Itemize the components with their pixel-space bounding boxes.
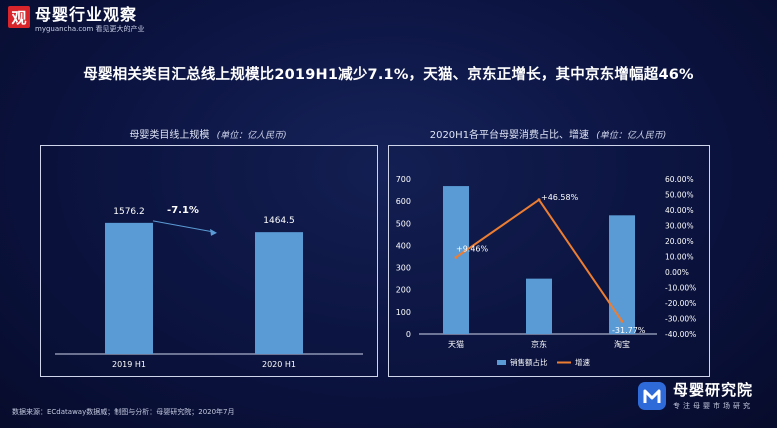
growth-point xyxy=(454,255,458,259)
y-left-tick-label: 0 xyxy=(406,330,411,339)
site-logo: 观 母婴行业观察 myguancha.com 看见更大的产业 xyxy=(8,6,145,34)
data-source-note: 数据来源：ECdataway数据威；制图与分析：母婴研究院；2020年7月 xyxy=(12,408,235,416)
growth-value-label: -31.77% xyxy=(612,326,646,335)
x-tick-label: 2019 H1 xyxy=(112,360,146,369)
right-chart-title-text: 2020H1各平台母婴消费占比、增速 xyxy=(429,130,590,141)
brand-logo: 母婴研究院 专注母婴市场研究 xyxy=(637,381,753,411)
y-right-tick-label: -30.00% xyxy=(665,315,696,324)
legend-bar-label: 销售额占比 xyxy=(510,357,548,367)
left-chart-title: 母婴类目线上规模 (单位：亿人民币) xyxy=(40,126,376,141)
y-right-tick-label: 60.00% xyxy=(665,175,694,184)
y-left-tick-label: 600 xyxy=(396,197,411,206)
y-right-tick-label: 10.00% xyxy=(665,253,694,262)
logo-mark-icon: 观 xyxy=(8,6,30,28)
bar-2019-H1 xyxy=(105,222,153,354)
x-tick-label: 天猫 xyxy=(448,339,464,349)
x-tick-label: 京东 xyxy=(531,339,547,349)
growth-value-label: +9.46% xyxy=(456,244,489,253)
y-left-tick-label: 100 xyxy=(396,308,411,317)
left-chart-panel: 1576.2 2019 H1 1464.5 2020 H1 -7.1% xyxy=(40,145,378,377)
x-tick-label: 淘宝 xyxy=(614,339,630,349)
brand-name: 母婴研究院 xyxy=(673,380,754,399)
x-tick-label: 2020 H1 xyxy=(262,360,296,369)
y-left-tick-label: 500 xyxy=(396,219,411,228)
bar-2020-H1 xyxy=(255,232,303,354)
y-left-tick-label: 200 xyxy=(396,286,411,295)
y-right-tick-label: -10.00% xyxy=(665,284,696,293)
y-right-tick-label: -40.00% xyxy=(665,330,696,339)
logo-tagline: myguancha.com 看见更大的产业 xyxy=(35,25,145,33)
change-arrow-line xyxy=(152,220,214,233)
left-bar-chart: 1576.2 2019 H1 1464.5 2020 H1 -7.1% xyxy=(55,205,363,369)
right-chart-panel: 0 100 200 300 400 500 600 700 -40.00% -30.00% -20.… xyxy=(388,145,710,377)
growth-point xyxy=(620,319,624,323)
growth-point xyxy=(537,198,541,202)
right-chart-title: 2020H1各平台母婴消费占比、增速 (单位：亿人民币) xyxy=(388,126,708,141)
y-right-tick-label: 20.00% xyxy=(665,237,694,246)
bar-京东 xyxy=(526,278,552,334)
bar-天猫 xyxy=(443,186,469,334)
left-chart-title-text: 母婴类目线上规模 xyxy=(129,130,210,141)
bar-淘宝 xyxy=(609,215,635,334)
y-left-tick-label: 700 xyxy=(396,175,411,184)
y-left-tick-label: 300 xyxy=(396,264,411,273)
left-chart-unit: (单位：亿人民币) xyxy=(216,131,287,141)
right-combo-chart: 0 100 200 300 400 500 600 700 -40.00% -30.00% -20.… xyxy=(396,175,697,367)
bar-value-label: 1464.5 xyxy=(263,216,295,226)
change-label: -7.1% xyxy=(167,205,199,216)
page-headline: 母婴相关类目汇总线上规模比2019H1减少7.1%，天猫、京东正增长，其中京东增… xyxy=(83,67,694,83)
brand-tagline: 专注母婴市场研究 xyxy=(673,401,753,410)
growth-value-label: +46.58% xyxy=(541,193,579,202)
y-right-tick-label: 40.00% xyxy=(665,206,694,215)
y-right-tick-label: 50.00% xyxy=(665,191,694,200)
logo-name: 母婴行业观察 xyxy=(35,5,138,24)
brand-icon xyxy=(638,382,666,410)
bar-value-label: 1576.2 xyxy=(113,207,145,217)
right-chart-unit: (单位：亿人民币) xyxy=(596,131,667,141)
y-right-tick-label: 0.00% xyxy=(665,268,689,277)
y-right-tick-label: -20.00% xyxy=(665,299,696,308)
legend-line-label: 增速 xyxy=(575,357,590,367)
y-right-tick-label: 30.00% xyxy=(665,222,694,231)
change-arrow-head xyxy=(210,228,217,236)
y-left-tick-label: 400 xyxy=(396,241,411,250)
legend-bar-swatch xyxy=(497,360,506,365)
